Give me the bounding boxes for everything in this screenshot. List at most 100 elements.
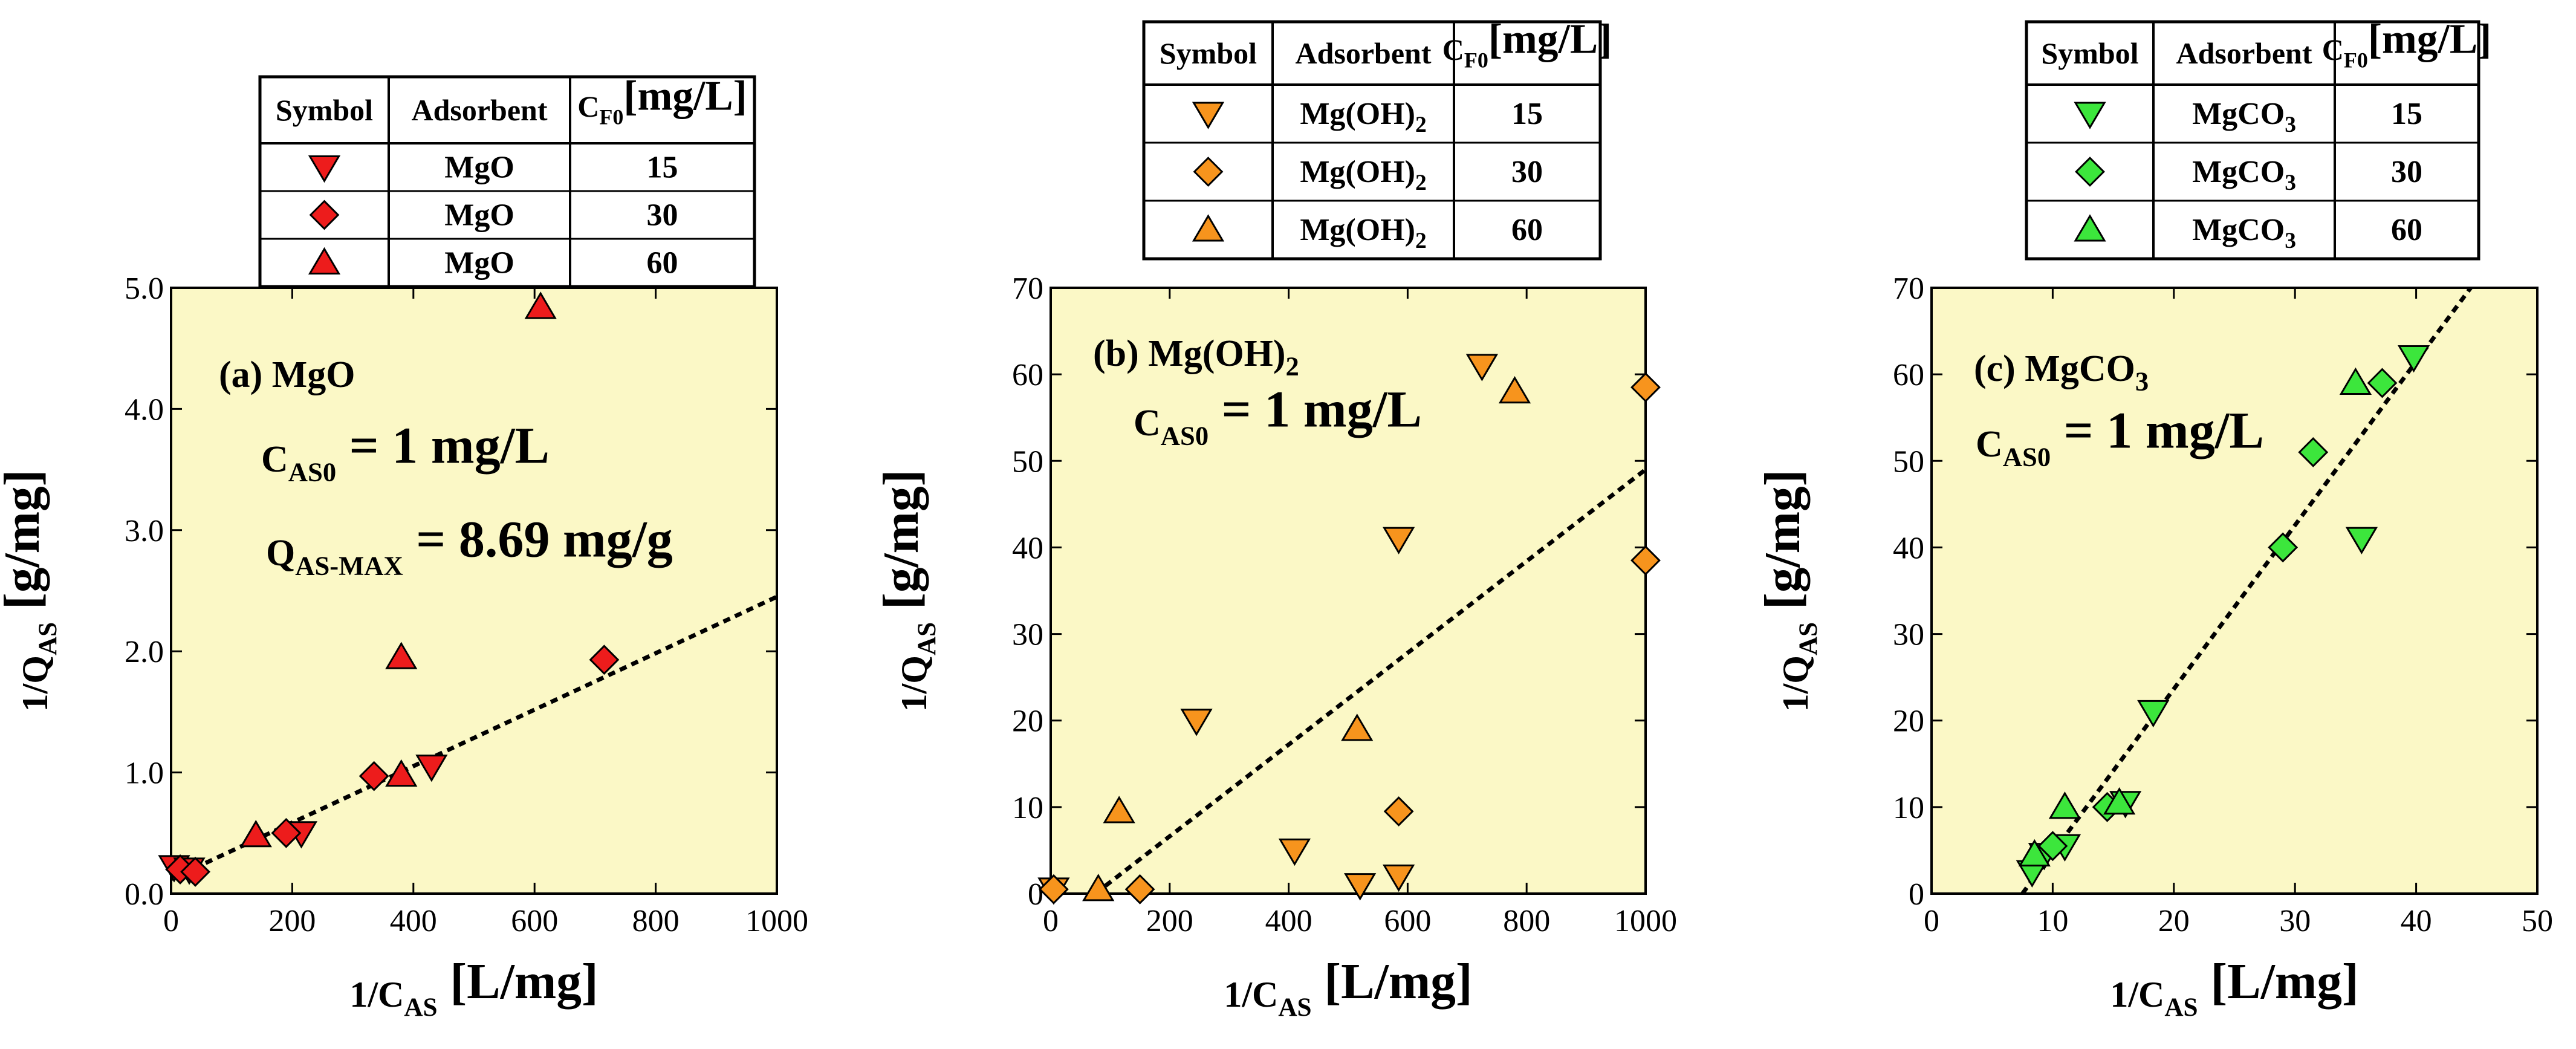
y-axis-label: 1/QAS [g/mg] [0,470,62,712]
x-tick-label: 600 [511,904,558,938]
table-cf0-value: 30 [2391,155,2422,189]
legend-table-frame [1142,20,1602,261]
table-header-symbol: Symbol [2041,36,2138,70]
x-tick-label: 600 [1384,904,1431,938]
data-point [358,761,389,791]
y-tick-label: 0.0 [125,877,164,912]
data-point [1278,838,1311,866]
legend-table: Symbol Adsorbent CF0[mg/L] MgCO3 15 MgCO3 30 Mg… [2025,16,2492,261]
y-tick-label: 20 [1012,704,1043,739]
legend-marker [309,200,340,230]
legend-table: Symbol Adsorbent CF0[mg/L] Mg(OH)2 15 Mg(OH)2… [1142,16,1612,261]
data-point [2367,368,2398,398]
data-point [2037,831,2068,862]
table-cf0-value: 30 [647,198,678,233]
data-point [2298,437,2329,467]
data-point [524,291,557,319]
x-axis-label: 1/CAS [L/mg] [349,954,598,1022]
y-tick-label: 40 [1893,531,1924,565]
x-tick-label: 800 [632,904,680,938]
legend-table-frame [258,75,756,288]
fit-line [2020,288,2473,894]
data-point [1465,354,1499,382]
data-point [1630,372,1661,403]
data-point [2048,791,2081,819]
data-point [1383,796,1414,827]
table-header-cf0: CF0[mg/L] [1442,16,1612,72]
table-cf0-value: 60 [647,246,678,281]
x-tick-label: 30 [2279,904,2311,938]
y-axis-label-group: 1/QAS [g/mg] [0,470,62,712]
data-point [589,645,620,675]
table-header-adsorbent: Adsorbent [1295,36,1431,70]
panel-label: (c) MgCO3 [1974,348,2149,397]
data-point [1344,873,1377,901]
table-adsorbent: Mg(OH)2 [1300,213,1426,253]
y-tick-label: 4.0 [125,392,164,427]
data-point [1103,796,1135,823]
annotation: CAS0 = 1 mg/L [261,416,550,487]
legend-marker [1192,102,1225,129]
data-point [2268,532,2299,563]
x-tick-label: 40 [2401,904,2432,938]
fit-line [171,594,777,882]
legend-marker [308,247,341,274]
y-axis-label: 1/QAS [g/mg] [874,470,941,712]
table-header-symbol: Symbol [276,93,373,127]
data-point [239,820,272,848]
x-tick-label: 400 [390,904,437,938]
y-tick-label: 2.0 [125,635,164,669]
legend-marker [308,155,341,183]
data-point [2018,839,2051,867]
data-point [1124,874,1155,904]
data-point [2339,367,2372,395]
panel-c-mgco3: 0 10 20 30 40 50 0 10 20 30 40 50 60 70 (c) MgCO3CAS0 … [1755,16,2553,1022]
data-point [2345,527,2378,554]
data-point [1038,874,1069,904]
data-point [271,817,302,848]
data-point [180,857,211,887]
table-cf0-value: 60 [1511,213,1543,247]
table-adsorbent: MgO [444,151,514,185]
table-adsorbent: Mg(OH)2 [1300,155,1426,195]
data-point [1383,864,1415,892]
y-tick-label: 30 [1012,618,1043,652]
y-axis-label-group: 1/QAS [g/mg] [1755,470,1823,712]
y-tick-label: 50 [1893,444,1924,479]
table-header-adsorbent: Adsorbent [2176,36,2312,70]
y-axis-label: 1/QAS [g/mg] [1755,470,1823,712]
data-point [2103,787,2136,815]
table-header-cf0: CF0[mg/L] [2322,16,2492,72]
fit-line [1094,467,1646,894]
data-point [385,641,418,669]
x-tick-label: 400 [1265,904,1312,938]
y-tick-label: 3.0 [125,514,164,548]
y-tick-label: 10 [1893,791,1924,825]
table-adsorbent: MgCO3 [2192,155,2296,195]
data-point [385,759,418,787]
panel-b-mgoh2: 0 200 400 600 800 1000 0 10 20 30 40 50 60 70 (b) Mg(O… [874,16,1677,1022]
table-cf0-value: 30 [1511,155,1543,189]
x-tick-label: 0 [1043,904,1059,938]
table-header-cf0: CF0[mg/L] [577,73,747,129]
legend-marker [1192,214,1225,242]
data-point [1341,713,1374,741]
table-adsorbent: MgO [444,246,514,281]
data-point [1383,527,1415,554]
data-point [1082,874,1115,901]
data-point [1180,709,1213,736]
annotation: CAS0 = 1 mg/L [1976,401,2264,472]
y-tick-label: 10 [1012,791,1043,825]
table-adsorbent: Mg(OH)2 [1300,97,1426,137]
legend-table-frame [2025,20,2480,261]
x-axis-label: 1/CAS [L/mg] [1224,954,1472,1022]
x-tick-label: 1000 [745,904,808,938]
legend-table: Symbol Adsorbent CF0[mg/L] MgO 15 MgO 30 MgO 60 [258,73,756,288]
x-tick-label: 20 [2158,904,2190,938]
y-tick-label: 50 [1012,444,1043,479]
x-tick-label: 0 [1924,904,1939,938]
panel-a-mgo: 0 200 400 600 800 1000 0.0 1.0 2.0 3.0 4.0 5.0 (a) M… [0,73,808,1022]
annotation: CAS0 = 1 mg/L [1134,380,1422,450]
y-tick-label: 70 [1012,271,1043,306]
